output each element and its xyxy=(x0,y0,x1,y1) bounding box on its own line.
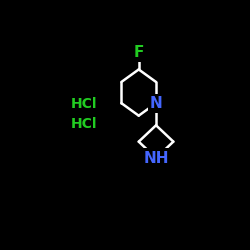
Text: N: N xyxy=(150,96,162,111)
Text: F: F xyxy=(134,45,144,60)
Text: HCl: HCl xyxy=(70,117,97,131)
Text: HCl: HCl xyxy=(70,97,97,111)
Text: NH: NH xyxy=(143,150,169,166)
